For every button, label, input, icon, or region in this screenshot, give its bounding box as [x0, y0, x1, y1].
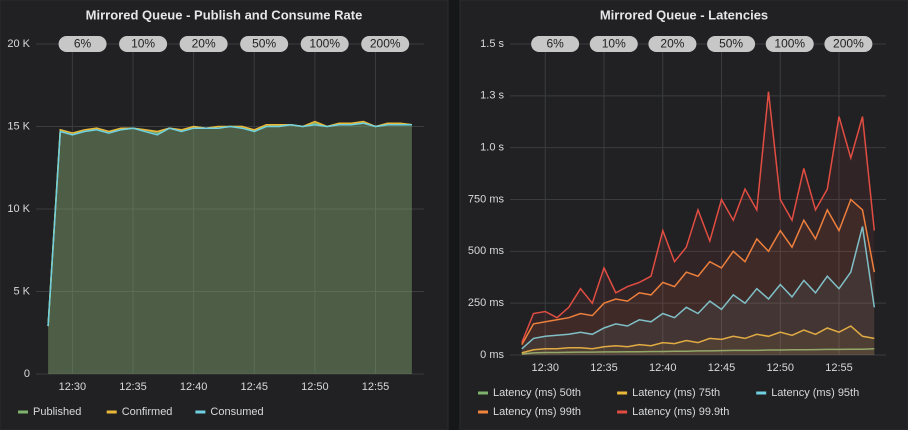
series-area [521, 226, 875, 355]
y-tick-label: 1.0 s [480, 142, 504, 154]
annotation-pill [361, 36, 410, 52]
legend-label: Published [33, 406, 81, 418]
annotation-label: 50% [719, 37, 743, 51]
series-line [47, 122, 412, 327]
series-area [48, 121, 412, 374]
annotation-label: 20% [192, 37, 216, 51]
legend-swatch [195, 410, 206, 414]
legend-swatch [756, 391, 767, 395]
annotation-label: 10% [602, 37, 626, 51]
series-area [521, 326, 875, 355]
annotation-pill [531, 36, 580, 52]
annotation-label: 200% [833, 37, 864, 51]
annotation-pill [58, 36, 107, 52]
x-tick-label: 12:55 [825, 362, 853, 374]
annotation-pill [824, 36, 873, 52]
series-line [521, 91, 876, 343]
series-line [521, 198, 876, 345]
y-tick-label: 500 ms [468, 245, 505, 257]
legend-swatch [18, 410, 28, 414]
annotation-pill [240, 36, 289, 52]
y-tick-label: 1.3 s [480, 90, 504, 102]
annotation-pill [707, 36, 756, 52]
legend-swatch [617, 410, 628, 414]
series-area [521, 199, 875, 355]
y-tick-label: 10 K [7, 203, 30, 215]
annotation-pill [179, 36, 228, 52]
legend-label: Latency (ms) 99.9th [632, 406, 729, 418]
series-area [48, 123, 412, 374]
series-line [521, 325, 875, 354]
legend-label: Latency (ms) 75th [632, 387, 720, 399]
y-tick-label: 0 ms [480, 349, 504, 361]
annotation-label: 6% [546, 37, 564, 51]
x-tick-label: 12:55 [362, 381, 390, 393]
series-area [521, 91, 875, 355]
y-tick-label: 15 K [7, 120, 30, 132]
legend-label: Latency (ms) 99th [493, 406, 581, 418]
annotation-label: 200% [370, 37, 401, 51]
legend-label: Latency (ms) 95th [771, 387, 859, 399]
series-area [48, 123, 412, 374]
y-tick-label: 250 ms [468, 297, 505, 309]
annotation-pill [765, 36, 814, 52]
y-tick-label: 0 [24, 368, 30, 380]
annotation-pill [589, 36, 638, 52]
annotation-label: 100% [309, 37, 340, 51]
y-tick-label: 20 K [7, 38, 30, 50]
x-tick-label: 12:40 [649, 362, 677, 374]
y-tick-label: 750 ms [468, 193, 505, 205]
legend-swatch [617, 391, 628, 395]
legend-swatch [478, 410, 488, 414]
legend-label: Latency (ms) 50th [493, 387, 581, 399]
annotation-label: 100% [774, 37, 805, 51]
series-line [521, 348, 875, 355]
annotation-label: 20% [660, 37, 684, 51]
series-line [521, 226, 876, 350]
legend-label: Confirmed [122, 406, 173, 418]
annotation-label: 10% [131, 37, 155, 51]
y-tick-label: 1.5 s [480, 38, 504, 50]
x-tick-label: 12:35 [590, 362, 618, 374]
x-tick-label: 12:45 [240, 381, 268, 393]
annotation-label: 6% [74, 37, 92, 51]
x-tick-label: 12:50 [766, 362, 794, 374]
annotation-pill [648, 36, 697, 52]
x-tick-label: 12:50 [301, 381, 329, 393]
x-tick-label: 12:30 [531, 362, 559, 374]
legend-swatch [478, 391, 488, 395]
panel [0, 0, 449, 430]
legend-label: Consumed [210, 406, 263, 418]
y-tick-label: 5 K [13, 285, 30, 297]
x-tick-label: 12:45 [708, 362, 736, 374]
chart-title: Mirrored Queue - Publish and Consume Rat… [86, 7, 363, 22]
x-tick-label: 12:30 [59, 381, 87, 393]
panel [459, 0, 908, 430]
x-tick-label: 12:35 [119, 381, 147, 393]
annotation-label: 50% [252, 37, 276, 51]
annotation-pill [119, 36, 168, 52]
chart-title: Mirrored Queue - Latencies [600, 7, 768, 22]
legend-swatch [106, 410, 117, 414]
x-tick-label: 12:40 [180, 381, 208, 393]
annotation-pill [300, 36, 349, 52]
